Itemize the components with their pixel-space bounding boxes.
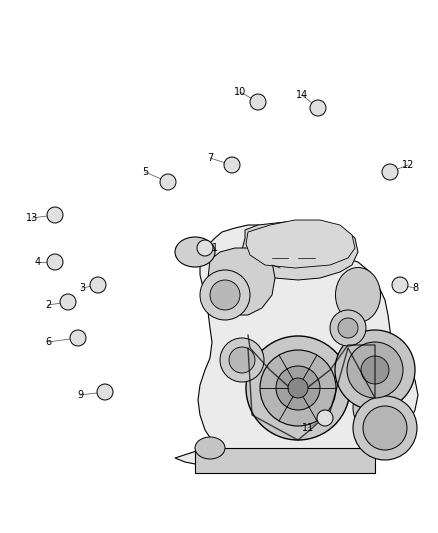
Circle shape (361, 356, 389, 384)
Circle shape (276, 366, 320, 410)
Circle shape (392, 277, 408, 293)
Circle shape (70, 330, 86, 346)
Text: 8: 8 (412, 283, 418, 293)
Text: 5: 5 (142, 167, 148, 177)
Circle shape (197, 240, 213, 256)
Text: 1: 1 (212, 243, 218, 253)
Circle shape (347, 342, 403, 398)
FancyBboxPatch shape (195, 448, 375, 473)
Circle shape (335, 330, 415, 410)
Circle shape (224, 157, 240, 173)
Circle shape (200, 270, 250, 320)
Circle shape (60, 294, 76, 310)
Ellipse shape (353, 385, 391, 431)
Circle shape (220, 338, 264, 382)
Text: 3: 3 (79, 283, 85, 293)
Text: 12: 12 (402, 160, 414, 170)
Ellipse shape (347, 333, 389, 383)
Text: 2: 2 (45, 300, 51, 310)
Circle shape (246, 336, 350, 440)
Circle shape (353, 396, 417, 460)
Polygon shape (208, 248, 275, 315)
Polygon shape (175, 225, 418, 468)
Circle shape (210, 280, 240, 310)
Circle shape (90, 277, 106, 293)
Circle shape (250, 94, 266, 110)
Text: 4: 4 (35, 257, 41, 267)
Circle shape (330, 310, 366, 346)
Text: 10: 10 (234, 87, 246, 97)
Polygon shape (246, 220, 355, 268)
Circle shape (363, 406, 407, 450)
Ellipse shape (336, 268, 381, 322)
Text: 6: 6 (45, 337, 51, 347)
Circle shape (288, 378, 308, 398)
Text: 11: 11 (302, 423, 314, 433)
Circle shape (97, 384, 113, 400)
Ellipse shape (175, 237, 215, 267)
Circle shape (382, 164, 398, 180)
Text: 7: 7 (207, 153, 213, 163)
Circle shape (310, 100, 326, 116)
Circle shape (338, 318, 358, 338)
Text: 14: 14 (296, 90, 308, 100)
Ellipse shape (195, 437, 225, 459)
Circle shape (160, 174, 176, 190)
Circle shape (317, 410, 333, 426)
Circle shape (260, 350, 336, 426)
Text: 13: 13 (26, 213, 38, 223)
Circle shape (47, 207, 63, 223)
Text: 9: 9 (77, 390, 83, 400)
Circle shape (47, 254, 63, 270)
Polygon shape (242, 222, 358, 280)
Circle shape (229, 347, 255, 373)
